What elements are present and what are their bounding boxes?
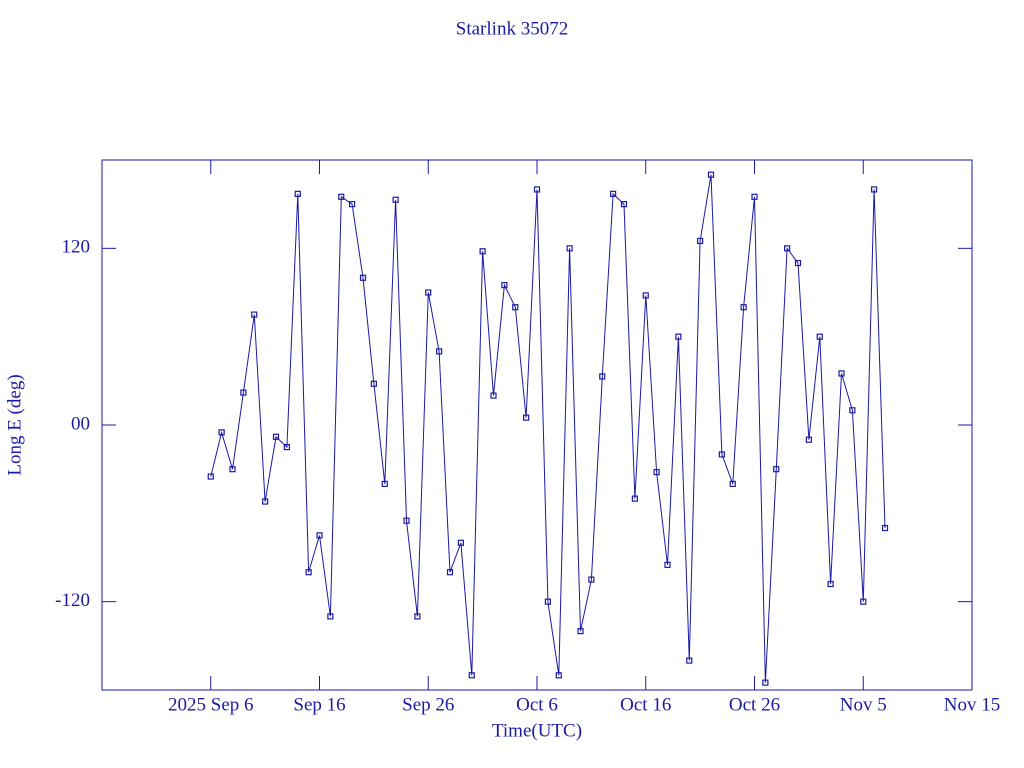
y-tick-label: -120 — [55, 590, 90, 611]
point — [316, 532, 323, 539]
x-tick-label: Sep 26 — [402, 694, 454, 715]
point — [457, 539, 464, 546]
point — [207, 473, 214, 480]
plot-frame — [101, 159, 973, 691]
point — [544, 598, 551, 605]
point — [272, 433, 280, 440]
point — [523, 414, 530, 421]
x-tick-label: Sep 16 — [293, 694, 345, 715]
point — [642, 292, 649, 299]
x-tick-label: 2025 Sep 6 — [168, 694, 254, 715]
x-tick-label: Nov 5 — [840, 694, 887, 715]
point — [653, 469, 660, 476]
point — [403, 517, 410, 524]
point — [881, 524, 889, 532]
point — [871, 186, 878, 193]
point — [555, 672, 562, 679]
y-tick-label: 00 — [71, 413, 90, 434]
point — [392, 196, 399, 203]
x-tick-label: Oct 26 — [729, 694, 780, 715]
point — [805, 436, 812, 443]
point — [446, 569, 454, 576]
point — [294, 190, 301, 197]
x-axis-label: Time(UTC) — [492, 720, 582, 741]
point — [740, 304, 747, 311]
point — [229, 466, 236, 473]
point — [370, 380, 377, 387]
point — [218, 429, 225, 436]
point — [620, 201, 628, 208]
x-tick-label: Nov 15 — [944, 694, 1000, 715]
y-axis-label: Long E (deg) — [4, 374, 25, 475]
point — [675, 333, 682, 340]
point — [240, 389, 247, 396]
x-tick-label: Oct 16 — [620, 694, 671, 715]
point — [490, 392, 497, 399]
point — [349, 201, 356, 208]
point — [849, 407, 856, 414]
point — [860, 598, 867, 605]
point — [631, 495, 638, 502]
point — [512, 304, 519, 311]
point — [588, 576, 595, 583]
point — [751, 193, 758, 200]
point — [359, 274, 367, 281]
point — [816, 333, 823, 340]
point — [479, 248, 486, 255]
point — [599, 373, 606, 380]
point — [686, 657, 693, 664]
point — [414, 613, 421, 620]
point — [338, 193, 345, 200]
chart-title: Starlink 35072 — [456, 18, 568, 39]
series-line — [210, 174, 886, 683]
point — [305, 569, 312, 576]
point — [501, 282, 508, 289]
point — [762, 679, 769, 686]
point — [697, 237, 704, 245]
point — [827, 580, 834, 588]
point — [327, 613, 334, 620]
point — [381, 480, 388, 487]
x-tick-label: Oct 6 — [516, 694, 558, 715]
point — [283, 443, 290, 451]
point — [718, 451, 725, 458]
point — [262, 498, 269, 505]
point — [838, 370, 845, 377]
point — [664, 561, 671, 568]
y-tick-label: 120 — [62, 237, 91, 258]
point — [707, 171, 715, 178]
point — [436, 348, 443, 355]
point — [577, 628, 584, 635]
point — [773, 466, 780, 473]
point — [610, 190, 617, 197]
point — [784, 245, 791, 252]
point — [729, 480, 736, 487]
point — [425, 289, 432, 296]
point — [468, 672, 475, 679]
point — [566, 245, 573, 252]
point — [794, 259, 802, 267]
point — [533, 186, 541, 193]
point — [251, 311, 258, 318]
